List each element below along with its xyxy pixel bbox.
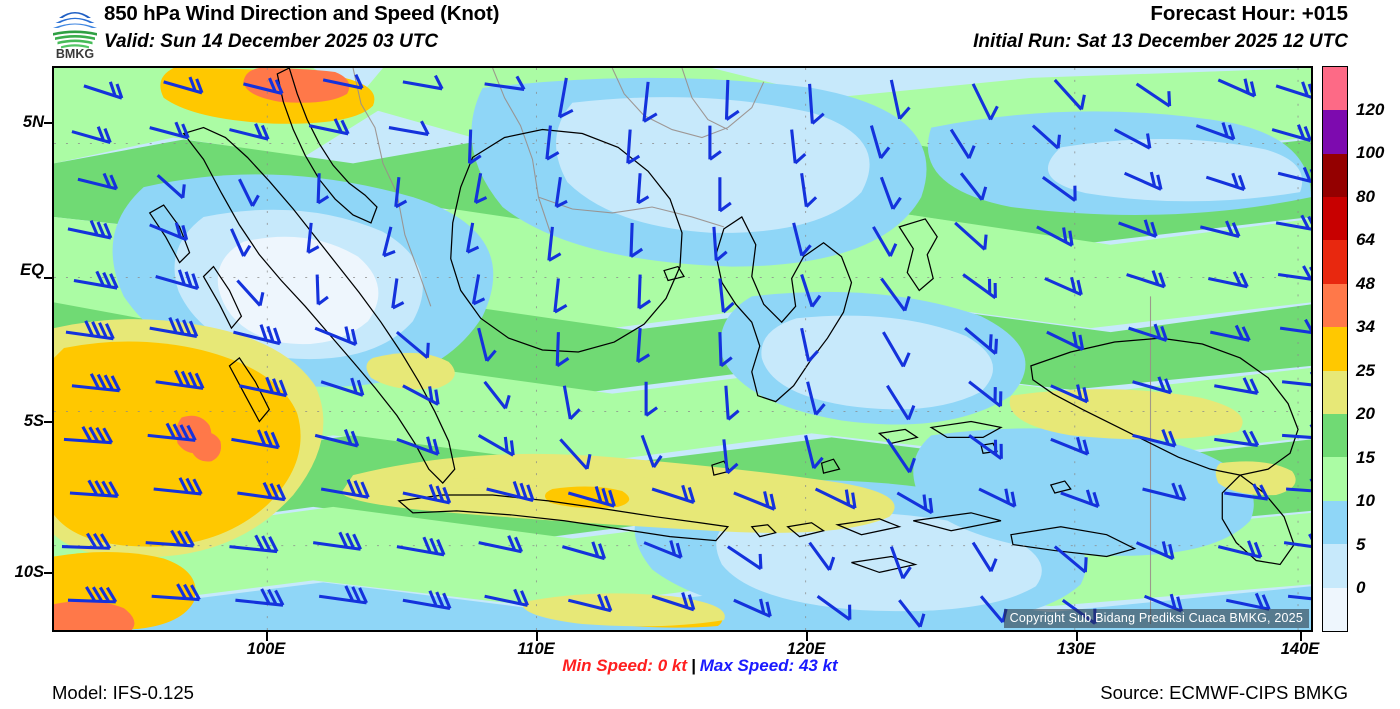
speed-contour-fills [54,68,1311,630]
lon-label-120e: 120E [786,640,826,658]
lat-label-eq: EQ [20,261,44,279]
lat-tick-5n [44,122,53,124]
colorbar-band-8 [1323,240,1347,284]
forecast-hour-label: Forecast Hour: +015 [1150,2,1348,25]
model-label: Model: IFS-0.125 [52,682,194,703]
bmkg-logo: BMKG [46,2,104,60]
lon-label-110e: 110E [517,640,555,658]
lon-tick-100e [266,632,268,641]
min-speed-label: Min Speed: 0 kt [562,656,687,675]
header-right-block: Forecast Hour: +015 Initial Run: Sat 13 … [973,1,1348,55]
colorbar-label-5: 5 [1356,534,1366,554]
colorbar-label-10: 10 [1356,491,1375,511]
colorbar-band-5 [1323,370,1347,415]
initial-run-label: Initial Run: Sat 13 December 2025 12 UTC [973,31,1348,52]
colorbar-label-64: 64 [1356,230,1375,250]
lat-tick-eq [44,277,53,279]
map-canvas [54,68,1311,630]
colorbar-label-120: 120 [1356,99,1385,119]
logo-blue-waves [53,12,97,28]
copyright-watermark: Copyright Sub Bidang Prediksi Cuaca BMKG… [1003,609,1309,628]
lon-label-130e: 130E [1056,640,1096,658]
colorbar-band-12 [1323,66,1347,111]
logo-green-waves [53,30,97,49]
page-header: BMKG 850 hPa Wind Direction and Speed (K… [0,0,1400,62]
colorbar-label-20: 20 [1356,404,1375,424]
logo-wordmark: BMKG [56,47,94,60]
colorbar-labels: 0 5 10 15 20 25 34 48 64 80 100 120 [1356,66,1400,632]
wind-barbs [61,74,1311,628]
lon-label-100e: 100E [246,640,286,658]
colorbar-band-4 [1323,414,1347,458]
country-borders [352,68,1152,625]
colorbar-band-9 [1323,197,1347,241]
valid-time-label: Valid: Sun 14 December 2025 03 UTC [104,31,439,52]
source-label: Source: ECMWF-CIPS BMKG [1100,682,1348,703]
page-title: 850 hPa Wind Direction and Speed (Knot) [104,2,500,25]
colorbar-band-2 [1323,500,1347,545]
page-footer: Min Speed: 0 kt | Max Speed: 43 kt Model: … [0,640,1400,709]
colorbar-band-1 [1323,544,1347,588]
colorbar-label-48: 48 [1356,273,1375,293]
speed-separator: | [690,656,696,675]
colorbar-band-0 [1323,587,1347,631]
bmkg-logo-svg: BMKG [53,12,97,60]
coastlines [148,68,1299,574]
colorbar-label-100: 100 [1356,143,1385,163]
colorbar-band-7 [1323,283,1347,328]
colorbar-label-15: 15 [1356,447,1375,467]
lat-label-10s: 10S [14,563,44,581]
lon-tick-130e [1076,632,1078,641]
lon-tick-120e [806,632,808,641]
lat-tick-10s [44,572,53,574]
colorbar-label-80: 80 [1356,186,1375,206]
lat-label-5s: 5S [23,412,44,430]
lon-tick-140e [1300,632,1302,641]
colorbar-band-3 [1323,457,1347,501]
title-block: 850 hPa Wind Direction and Speed (Knot) … [104,1,499,55]
colorbar-band-11 [1323,110,1347,154]
weather-map[interactable]: Copyright Sub Bidang Prediksi Cuaca BMKG… [52,66,1313,632]
lon-label-140e: 140E [1280,640,1320,658]
lat-tick-5s [44,421,53,423]
colorbar-label-25: 25 [1356,360,1375,380]
colorbar-band-6 [1323,327,1347,371]
colorbar-label-0: 0 [1356,578,1366,598]
colorbar-band-10 [1323,153,1347,198]
lon-tick-110e [536,632,538,641]
speed-colorbar[interactable] [1322,66,1348,632]
max-speed-label: Max Speed: 43 kt [699,656,838,675]
speed-summary: Min Speed: 0 kt | Max Speed: 43 kt [0,656,1400,676]
colorbar-label-34: 34 [1356,317,1375,337]
lat-label-5n: 5N [22,113,44,131]
